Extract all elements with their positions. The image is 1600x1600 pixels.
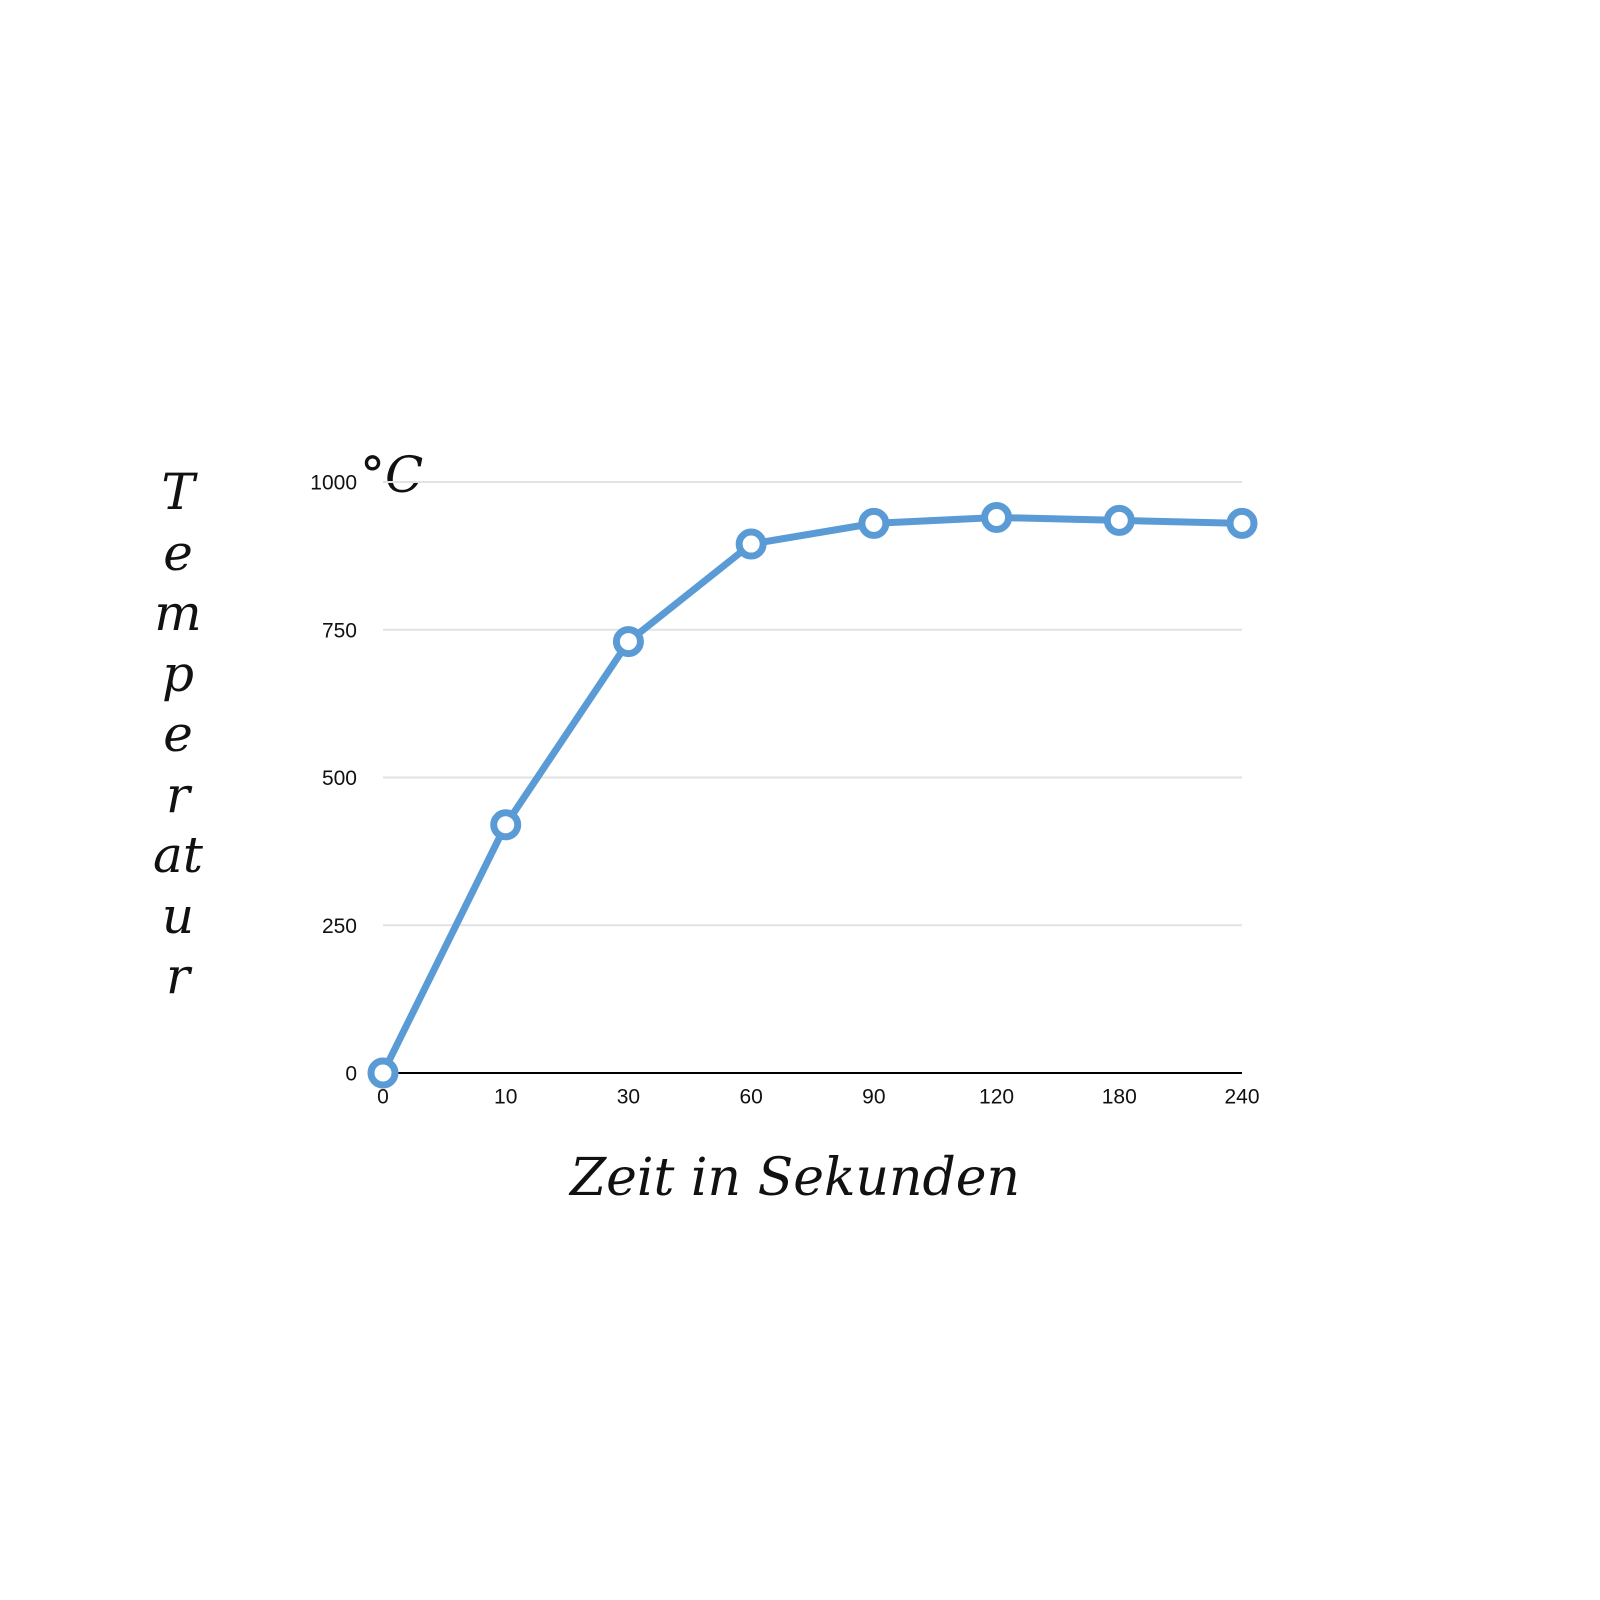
y-tick-label: 0 [345, 1063, 357, 1086]
point-marker [490, 809, 522, 841]
x-tick-label: 0 [377, 1086, 389, 1109]
point-marker [367, 1057, 399, 1089]
y-tick-label: 250 [322, 915, 357, 938]
y-tick-label: 750 [322, 619, 357, 642]
series-line [379, 513, 1243, 1075]
x-tick-label: 30 [617, 1086, 640, 1109]
point-marker [735, 528, 767, 560]
point-marker [1226, 507, 1258, 539]
point-marker [858, 507, 890, 539]
y-tick-label: 500 [322, 767, 357, 790]
point-marker [612, 626, 644, 658]
y-unit: °C [360, 446, 423, 504]
x-axis-label: Zeit in Sekunden [568, 1148, 1020, 1208]
x-tick-label: 180 [1102, 1086, 1137, 1109]
x-tick-label: 60 [739, 1086, 762, 1109]
point-marker [981, 501, 1013, 533]
point-marker [1103, 504, 1135, 536]
x-tick-label: 90 [862, 1086, 885, 1109]
x-tick-label: 10 [494, 1086, 517, 1109]
y-axis-label: Temperatur [153, 463, 203, 1005]
x-tick-label: 120 [979, 1086, 1014, 1109]
x-tick-label: 240 [1224, 1086, 1259, 1109]
y-tick-label: 1000 [310, 472, 357, 495]
